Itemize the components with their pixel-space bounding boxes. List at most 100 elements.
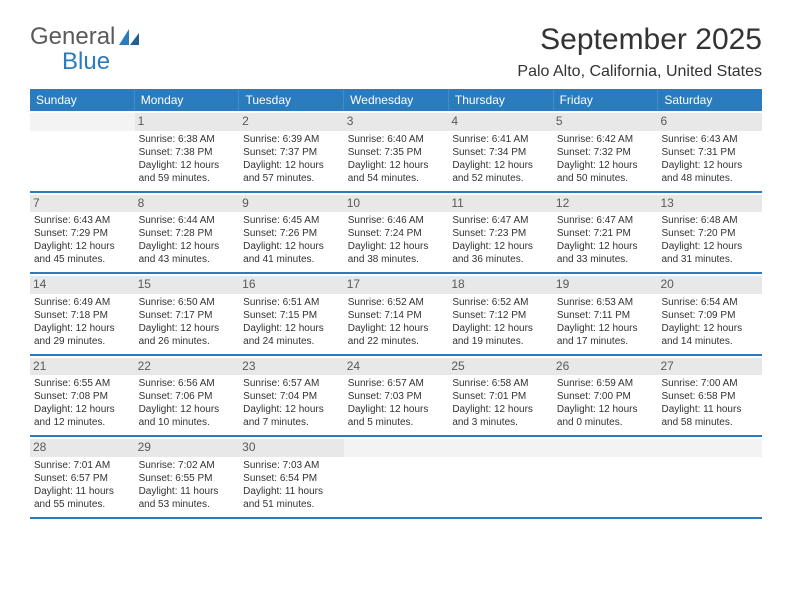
day-details: Sunrise: 6:43 AMSunset: 7:29 PMDaylight:…	[34, 214, 131, 266]
day-number: 15	[135, 276, 240, 294]
day-details: Sunrise: 6:40 AMSunset: 7:35 PMDaylight:…	[348, 133, 445, 185]
day-cell: 30Sunrise: 7:03 AMSunset: 6:54 PMDayligh…	[239, 437, 344, 517]
day-details: Sunrise: 6:43 AMSunset: 7:31 PMDaylight:…	[661, 133, 758, 185]
day-number: 19	[553, 276, 658, 294]
day-details: Sunrise: 6:47 AMSunset: 7:21 PMDaylight:…	[557, 214, 654, 266]
day-cell: 24Sunrise: 6:57 AMSunset: 7:03 PMDayligh…	[344, 356, 449, 436]
day-cell	[448, 437, 553, 517]
day-details: Sunrise: 6:38 AMSunset: 7:38 PMDaylight:…	[139, 133, 236, 185]
day-number: 26	[553, 358, 658, 376]
day-details: Sunrise: 6:57 AMSunset: 7:03 PMDaylight:…	[348, 377, 445, 429]
day-number: 22	[135, 358, 240, 376]
day-number: 13	[657, 195, 762, 213]
day-cell: 14 Sunrise: 6:49 AMSunset: 7:18 PMDayligh…	[30, 274, 135, 354]
day-number: 8	[135, 195, 240, 213]
day-details: Sunrise: 6:39 AMSunset: 7:37 PMDaylight:…	[243, 133, 340, 185]
day-number: 12	[553, 195, 658, 213]
day-number: 25	[448, 358, 553, 376]
day-number: 3	[344, 113, 449, 131]
day-details: Sunrise: 6:49 AMSunset: 7:18 PMDaylight:…	[34, 296, 131, 348]
day-details: Sunrise: 6:52 AMSunset: 7:14 PMDaylight:…	[348, 296, 445, 348]
week-row: 1Sunrise: 6:38 AMSunset: 7:38 PMDaylight…	[30, 111, 762, 193]
day-number: 9	[239, 195, 344, 213]
brand-word2: Blue	[62, 48, 110, 76]
day-cell	[30, 111, 135, 191]
day-details: Sunrise: 6:52 AMSunset: 7:12 PMDaylight:…	[452, 296, 549, 348]
day-cell: 27Sunrise: 7:00 AMSunset: 6:58 PMDayligh…	[657, 356, 762, 436]
day-details: Sunrise: 6:47 AMSunset: 7:23 PMDaylight:…	[452, 214, 549, 266]
day-details: Sunrise: 6:45 AMSunset: 7:26 PMDaylight:…	[243, 214, 340, 266]
day-cell: 3 Sunrise: 6:40 AMSunset: 7:35 PMDaylight…	[344, 111, 449, 191]
page-title: September 2025	[517, 23, 762, 57]
day-cell: 28Sunrise: 7:01 AMSunset: 6:57 PMDayligh…	[30, 437, 135, 517]
day-details: Sunrise: 6:55 AMSunset: 7:08 PMDaylight:…	[34, 377, 131, 429]
day-number: 11	[448, 195, 553, 213]
day-details: Sunrise: 6:58 AMSunset: 7:01 PMDaylight:…	[452, 377, 549, 429]
day-details: Sunrise: 6:44 AMSunset: 7:28 PMDaylight:…	[139, 214, 236, 266]
day-cell: 6 Sunrise: 6:43 AMSunset: 7:31 PMDaylight…	[657, 111, 762, 191]
day-details: Sunrise: 6:53 AMSunset: 7:11 PMDaylight:…	[557, 296, 654, 348]
day-details: Sunrise: 7:03 AMSunset: 6:54 PMDaylight:…	[243, 459, 340, 511]
day-cell: 13Sunrise: 6:48 AMSunset: 7:20 PMDayligh…	[657, 193, 762, 273]
day-number: 23	[239, 358, 344, 376]
dow-tuesday: Tuesday	[239, 89, 344, 111]
dow-wednesday: Wednesday	[344, 89, 449, 111]
day-cell: 10Sunrise: 6:46 AMSunset: 7:24 PMDayligh…	[344, 193, 449, 273]
day-details: Sunrise: 6:50 AMSunset: 7:17 PMDaylight:…	[139, 296, 236, 348]
day-details: Sunrise: 6:56 AMSunset: 7:06 PMDaylight:…	[139, 377, 236, 429]
day-number: 29	[135, 439, 240, 457]
day-details: Sunrise: 6:54 AMSunset: 7:09 PMDaylight:…	[661, 296, 758, 348]
blank-day	[657, 439, 762, 457]
day-cell: 11Sunrise: 6:47 AMSunset: 7:23 PMDayligh…	[448, 193, 553, 273]
dow-saturday: Saturday	[658, 89, 762, 111]
day-details: Sunrise: 6:48 AMSunset: 7:20 PMDaylight:…	[661, 214, 758, 266]
day-details: Sunrise: 6:46 AMSunset: 7:24 PMDaylight:…	[348, 214, 445, 266]
day-number: 27	[657, 358, 762, 376]
page: General Blue September 2025 Palo Alto, C…	[0, 0, 792, 539]
day-cell	[657, 437, 762, 517]
dow-thursday: Thursday	[449, 89, 554, 111]
header: General Blue September 2025 Palo Alto, C…	[30, 23, 762, 81]
day-cell: 18 Sunrise: 6:52 AMSunset: 7:12 PMDayligh…	[448, 274, 553, 354]
day-cell: 1Sunrise: 6:38 AMSunset: 7:38 PMDaylight…	[135, 111, 240, 191]
day-cell: 15 Sunrise: 6:50 AMSunset: 7:17 PMDayligh…	[135, 274, 240, 354]
day-details: Sunrise: 6:41 AMSunset: 7:34 PMDaylight:…	[452, 133, 549, 185]
day-number: 28	[30, 439, 135, 457]
day-number: 18	[448, 276, 553, 294]
day-cell: 4Sunrise: 6:41 AMSunset: 7:34 PMDaylight…	[448, 111, 553, 191]
day-details: Sunrise: 7:02 AMSunset: 6:55 PMDaylight:…	[139, 459, 236, 511]
weeks-container: 1Sunrise: 6:38 AMSunset: 7:38 PMDaylight…	[30, 111, 762, 519]
day-number: 7	[30, 195, 135, 213]
day-number: 6	[657, 113, 762, 131]
day-cell: 25Sunrise: 6:58 AMSunset: 7:01 PMDayligh…	[448, 356, 553, 436]
day-number: 17	[344, 276, 449, 294]
day-cell: 12Sunrise: 6:47 AMSunset: 7:21 PMDayligh…	[553, 193, 658, 273]
day-number: 2	[239, 113, 344, 131]
week-row: 21Sunrise: 6:55 AMSunset: 7:08 PMDayligh…	[30, 356, 762, 438]
day-cell: 21Sunrise: 6:55 AMSunset: 7:08 PMDayligh…	[30, 356, 135, 436]
week-row: 7Sunrise: 6:43 AMSunset: 7:29 PMDaylight…	[30, 193, 762, 275]
day-number: 16	[239, 276, 344, 294]
day-number: 20	[657, 276, 762, 294]
day-details: Sunrise: 6:57 AMSunset: 7:04 PMDaylight:…	[243, 377, 340, 429]
day-number: 14	[30, 276, 135, 294]
brand-logo: General Blue	[30, 23, 141, 51]
day-cell: 7Sunrise: 6:43 AMSunset: 7:29 PMDaylight…	[30, 193, 135, 273]
day-cell: 5Sunrise: 6:42 AMSunset: 7:32 PMDaylight…	[553, 111, 658, 191]
day-details: Sunrise: 6:51 AMSunset: 7:15 PMDaylight:…	[243, 296, 340, 348]
dow-friday: Friday	[554, 89, 659, 111]
day-of-week-header: SundayMondayTuesdayWednesdayThursdayFrid…	[30, 89, 762, 111]
day-details: Sunrise: 6:59 AMSunset: 7:00 PMDaylight:…	[557, 377, 654, 429]
blank-day	[553, 439, 658, 457]
day-number: 10	[344, 195, 449, 213]
calendar: SundayMondayTuesdayWednesdayThursdayFrid…	[30, 89, 762, 519]
day-details: Sunrise: 7:00 AMSunset: 6:58 PMDaylight:…	[661, 377, 758, 429]
location-text: Palo Alto, California, United States	[517, 63, 762, 81]
day-cell: 29 Sunrise: 7:02 AMSunset: 6:55 PMDayligh…	[135, 437, 240, 517]
week-row: 14 Sunrise: 6:49 AMSunset: 7:18 PMDayligh…	[30, 274, 762, 356]
day-number: 24	[344, 358, 449, 376]
day-cell: 16 Sunrise: 6:51 AMSunset: 7:15 PMDayligh…	[239, 274, 344, 354]
day-cell: 9Sunrise: 6:45 AMSunset: 7:26 PMDaylight…	[239, 193, 344, 273]
day-details: Sunrise: 6:42 AMSunset: 7:32 PMDaylight:…	[557, 133, 654, 185]
dow-monday: Monday	[135, 89, 240, 111]
